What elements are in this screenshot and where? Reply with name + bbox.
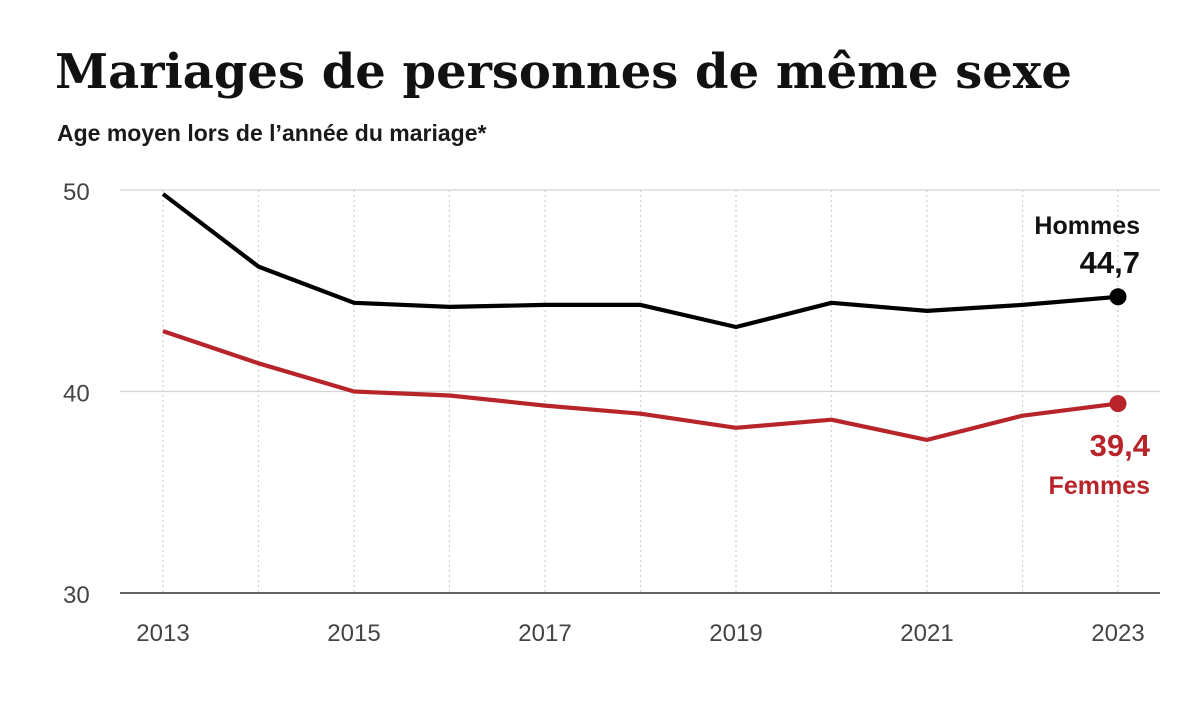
x-tick-label: 2023	[1091, 620, 1144, 647]
chart-subtitle: Age moyen lors de l’année du mariage*	[57, 120, 487, 146]
y-axis: 50 40 30	[63, 179, 90, 609]
y-tick-label: 30	[63, 582, 90, 609]
x-tick-label: 2015	[327, 620, 380, 647]
x-tick-label: 2019	[709, 620, 762, 647]
femmes-label-name: Femmes	[1049, 472, 1150, 500]
y-tick-label: 40	[63, 381, 90, 408]
x-tick-label: 2021	[900, 620, 953, 647]
y-tick-label: 50	[63, 179, 90, 206]
series-group	[161, 192, 1127, 442]
grid	[120, 189, 1160, 594]
x-tick-label: 2013	[136, 620, 189, 647]
x-axis: 2013 2015 2017 2019 2021 2023	[136, 620, 1144, 647]
femmes-label-value: 39,4	[1090, 428, 1151, 463]
series-end-marker-hommes	[1109, 288, 1127, 306]
x-tick-label: 2017	[518, 620, 571, 647]
hommes-label-value: 44,7	[1080, 245, 1140, 280]
series-line-hommes	[161, 192, 1119, 330]
chart-title: Mariages de personnes de même sexe	[55, 44, 1072, 100]
hommes-label-name: Hommes	[1034, 212, 1140, 240]
series-end-marker-femmes	[1109, 395, 1127, 413]
series-line-femmes	[162, 329, 1119, 442]
